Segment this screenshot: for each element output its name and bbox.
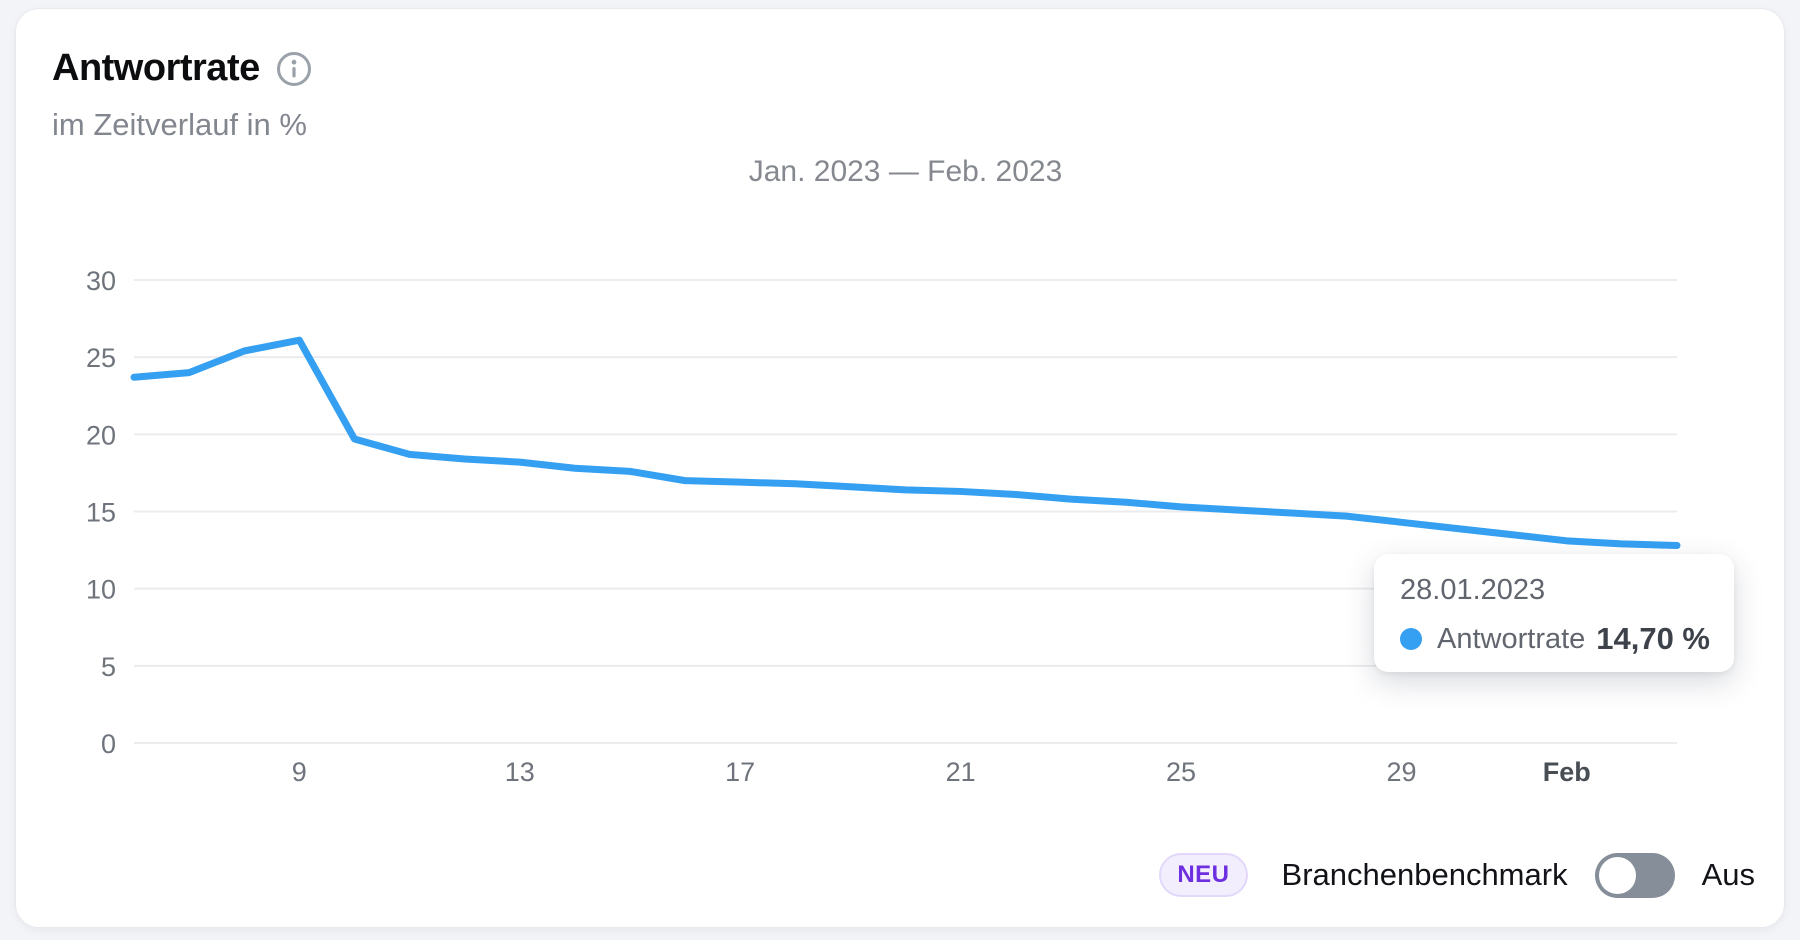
x-axis-tick-label: Feb <box>1543 757 1591 787</box>
tooltip-date: 28.01.2023 <box>1400 574 1546 606</box>
x-axis-tick-label: 25 <box>1166 757 1196 787</box>
chart-date-range: Jan. 2023 — Feb. 2023 <box>748 155 1063 188</box>
card-title: Antwortrate <box>52 47 260 89</box>
toggle-state-label: Aus <box>1701 857 1755 892</box>
x-axis-tick-label: 17 <box>725 757 755 787</box>
series-color-dot <box>1400 628 1422 650</box>
antwortrate-series-line <box>130 336 1681 549</box>
tooltip-series-label: Antwortrate <box>1437 622 1586 655</box>
antwortrate-line-chart[interactable]: 0 5 10 15 20 25 30 9 13 17 21 25 29 Feb <box>16 9 1786 929</box>
benchmark-label: Branchenbenchmark <box>1281 857 1568 892</box>
tooltip-value: 14,70 % <box>1596 621 1710 656</box>
x-axis-tick-label: 13 <box>505 757 535 787</box>
y-axis-tick-label: 0 <box>101 729 116 759</box>
y-axis-tick-label: 15 <box>86 498 116 528</box>
benchmark-toggle[interactable] <box>1594 852 1675 898</box>
chart-tooltip: 28.01.2023 Antwortrate 14,70 % <box>1374 554 1734 672</box>
benchmark-controls: NEU Branchenbenchmark Aus <box>1159 852 1755 898</box>
card-subtitle: im Zeitverlauf in % <box>52 107 307 142</box>
neu-badge: NEU <box>1159 853 1248 897</box>
x-axis-tick-label: 9 <box>292 757 307 787</box>
y-axis-tick-label: 25 <box>86 343 116 373</box>
info-icon[interactable] <box>276 51 312 87</box>
antwortrate-card: Antwortrate im Zeitverlauf in % Jan. 202… <box>15 8 1785 928</box>
y-axis-tick-label: 5 <box>101 652 116 682</box>
x-axis-tick-label: 21 <box>946 757 976 787</box>
y-axis-tick-label: 10 <box>86 575 116 605</box>
tooltip-series-row: Antwortrate 14,70 % <box>1400 621 1710 657</box>
card-header: Antwortrate <box>52 47 312 90</box>
toggle-knob <box>1598 856 1636 894</box>
y-axis-tick-label: 20 <box>86 420 116 450</box>
y-axis-tick-label: 30 <box>86 266 116 296</box>
x-axis-tick-label: 29 <box>1386 757 1416 787</box>
